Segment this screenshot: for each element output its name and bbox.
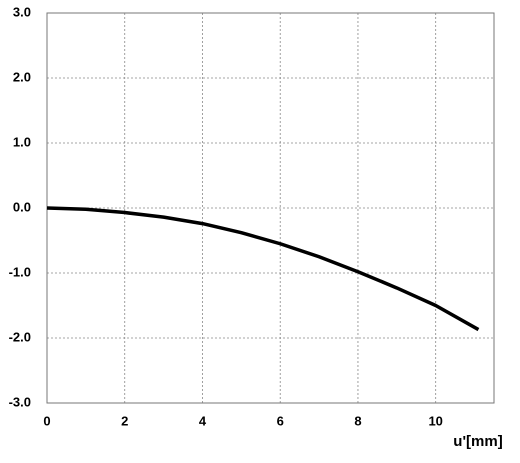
y-tick-label: -1.0 [9,264,31,279]
x-tick-label: 0 [43,413,50,428]
plot-frame [46,12,495,404]
data-line [46,206,480,332]
x-tick-label: 8 [354,413,361,428]
x-tick-label: 6 [277,413,284,428]
x-tick-label: 10 [428,413,442,428]
x-tick-label: 4 [199,413,207,428]
y-tick-label: -3.0 [9,394,31,409]
y-tick-label: 3.0 [13,4,31,19]
x-axis-label: u'[mm] [453,433,502,450]
x-tick-label: 2 [121,413,128,428]
y-tick-label: 2.0 [13,69,31,84]
y-tick-label: 1.0 [13,134,31,149]
y-tick-label: 0.0 [13,199,31,214]
y-tick-label: -2.0 [9,329,31,344]
